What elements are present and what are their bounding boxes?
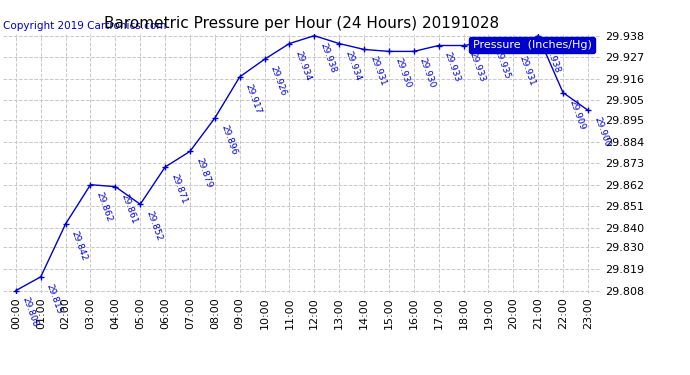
Text: 29.917: 29.917	[244, 82, 263, 115]
Text: 29.930: 29.930	[393, 57, 413, 90]
Text: 29.861: 29.861	[119, 192, 139, 225]
Text: 29.808: 29.808	[20, 296, 39, 329]
Text: 29.933: 29.933	[468, 51, 487, 84]
Text: 29.935: 29.935	[493, 47, 512, 80]
Text: 29.896: 29.896	[219, 124, 238, 156]
Legend: Pressure  (Inches/Hg): Pressure (Inches/Hg)	[469, 37, 595, 53]
Text: 29.938: 29.938	[542, 41, 562, 74]
Text: 29.815: 29.815	[45, 282, 64, 315]
Text: 29.938: 29.938	[319, 41, 337, 74]
Text: Copyright 2019 Cartronics.com: Copyright 2019 Cartronics.com	[3, 21, 167, 31]
Text: 29.934: 29.934	[344, 49, 362, 82]
Text: 29.879: 29.879	[194, 157, 213, 190]
Text: 29.933: 29.933	[443, 51, 462, 84]
Text: 29.926: 29.926	[268, 65, 288, 98]
Text: 29.852: 29.852	[144, 210, 164, 242]
Text: 29.909: 29.909	[567, 98, 586, 131]
Text: 29.931: 29.931	[368, 55, 388, 88]
Text: 29.871: 29.871	[169, 172, 188, 205]
Title: Barometric Pressure per Hour (24 Hours) 20191028: Barometric Pressure per Hour (24 Hours) …	[104, 16, 500, 31]
Text: 29.862: 29.862	[95, 190, 114, 223]
Text: 29.931: 29.931	[518, 55, 537, 88]
Text: 29.930: 29.930	[418, 57, 437, 90]
Text: 29.842: 29.842	[70, 230, 89, 262]
Text: 29.934: 29.934	[294, 49, 313, 82]
Text: 29.900: 29.900	[592, 116, 611, 148]
